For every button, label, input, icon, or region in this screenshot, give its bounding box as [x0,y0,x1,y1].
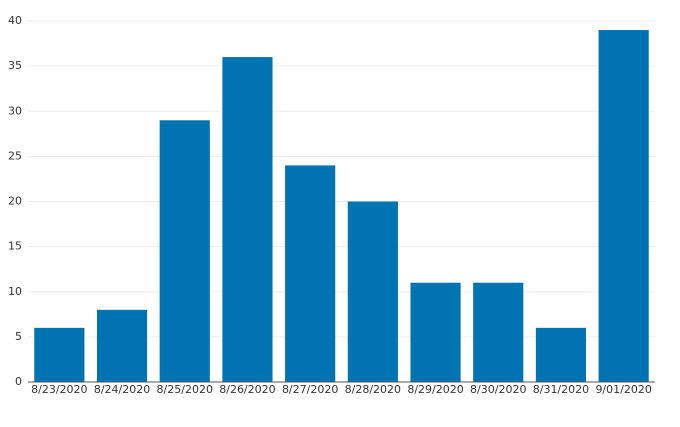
y-tick-label: 10 [8,285,22,298]
bar [96,309,148,382]
bar [410,282,461,382]
bar [473,282,524,382]
x-tick-label: 8/31/2020 [533,383,589,396]
bar [535,327,587,382]
y-tick-label: 5 [15,330,22,343]
x-tick-label: 8/23/2020 [31,383,87,396]
y-tick-label: 40 [8,14,22,27]
x-tick-label: 8/25/2020 [157,383,213,396]
y-tick-label: 35 [8,59,22,72]
bar [159,120,210,383]
x-tick-label: 8/30/2020 [470,383,526,396]
x-tick-label: 8/29/2020 [407,383,463,396]
bar [598,30,649,383]
bar [34,327,85,382]
x-tick-label: 8/28/2020 [345,383,401,396]
x-tick-label: 8/26/2020 [219,383,275,396]
x-tick-label: 8/24/2020 [94,383,150,396]
y-tick-label: 20 [8,195,22,208]
y-tick-label: 30 [8,104,22,117]
x-tick-label: 8/27/2020 [282,383,338,396]
y-tick-label: 15 [8,240,22,253]
x-tick-label: 9/01/2020 [595,383,651,396]
bar [222,57,273,382]
y-tick-label: 0 [15,375,22,388]
bar [285,165,336,382]
y-tick-label: 25 [8,149,22,162]
bar [347,201,398,382]
